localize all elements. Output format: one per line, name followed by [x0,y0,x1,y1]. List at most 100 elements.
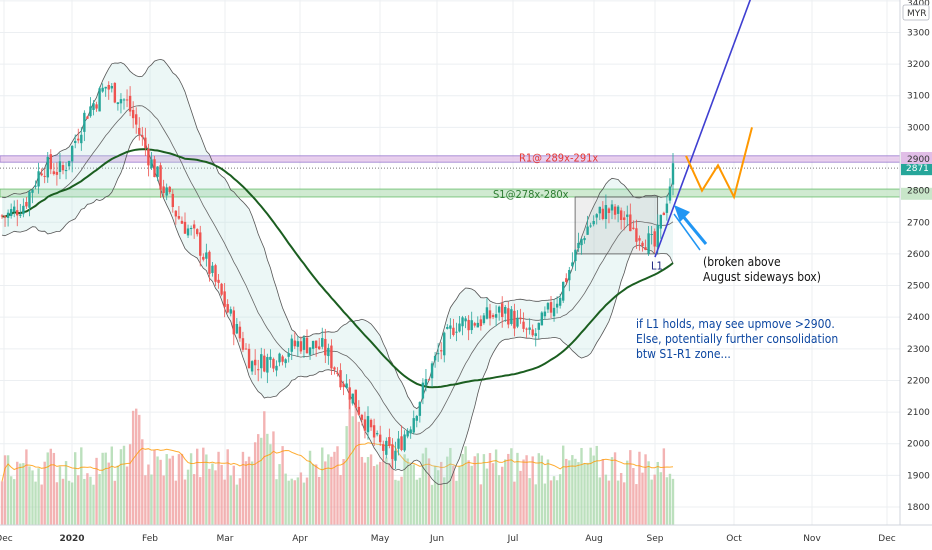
candle-body [418,402,422,416]
price-tick-label: 3000 [907,123,930,133]
trendline-l1 [654,0,752,258]
candle-body [470,320,473,331]
candle-body [446,326,449,329]
price-axis-bg [900,0,932,525]
volume-bar [650,479,653,525]
volume-bar [318,476,321,525]
volume-bar [644,454,647,525]
volume-bar [305,477,309,525]
time-tick-label: Jun [429,534,444,544]
volume-bar [302,482,306,525]
candle-body [510,309,513,324]
candle-body [391,444,394,460]
volume-bar [336,446,339,525]
candle-body [186,228,190,236]
candle-body [6,212,10,218]
candle-body [558,297,562,306]
volume-bar [232,465,235,525]
volume-bar [6,455,10,525]
volume-bar [244,461,248,525]
candle-body [650,233,653,235]
candle-body [156,166,159,177]
currency-label: MYR [907,9,927,19]
candle-body [555,303,559,308]
volume-bar [403,454,406,525]
volume-bar [89,476,92,525]
candle-body [516,317,519,327]
volume-bar [623,482,626,525]
candle-body [217,279,220,283]
volume-bar [510,448,513,525]
candle-body [467,319,470,331]
candle-body [595,214,598,218]
volume-bar [250,461,254,525]
volume-bar [16,461,19,525]
candle-body [107,84,110,90]
candle-body [202,256,205,260]
volume-bar [107,462,110,525]
candle-body [613,206,617,215]
candle-body [153,159,156,178]
volume-bar [369,454,373,525]
volume-bar [220,464,223,525]
time-axis[interactable]: Dec 2020 Feb Mar Apr May Jun Jul Aug Sep Oct Nov Dec [0,524,932,550]
price-tick-label: 2600 [907,250,930,260]
candle-body [440,350,443,352]
volume-bar [446,456,449,525]
candle-body [412,418,415,433]
candle-body [626,214,629,217]
volume-bar [522,459,525,525]
candle-body [119,99,123,104]
candle-body [568,269,571,281]
volume-bar [449,447,452,525]
volume-bar [150,474,153,525]
candle-body [40,173,43,176]
volume-bar [13,479,16,525]
candle-body [494,314,498,318]
arrow-broken-shaft [680,214,708,245]
candle-body [223,291,226,307]
volume-bar [311,463,315,525]
candle-body [345,383,348,388]
volume-bar [183,479,187,525]
candle-body [220,283,223,295]
candle-body [269,356,272,360]
label-l1: L1 [651,260,663,273]
candle-body [208,251,211,274]
volume-bar [214,470,217,525]
candle-body [443,332,446,356]
price-axis[interactable]: 1800 1900 2000 2100 2200 2300 2400 2500 2600 2700… [899,0,932,525]
candle-body [299,341,303,352]
candle-body [473,323,476,326]
price-tick-label: 1900 [907,471,930,481]
volume-bar [9,476,13,525]
volume-bar [662,448,666,525]
candle-body [616,206,620,214]
volume-bar [552,476,556,525]
volume-bar [257,434,260,525]
candle-body [671,163,675,185]
candle-body [543,311,547,317]
volume-bar [632,468,635,525]
volume-ma-line [1,442,674,482]
price-tick-label: 3100 [907,92,930,102]
candle-body [318,346,321,350]
candle-body [589,225,592,227]
volume-bar [174,480,178,525]
candle-body [388,437,391,446]
last-price-tag [901,161,932,176]
candle-body [491,315,495,318]
candle-body [647,233,650,254]
candle-body [214,265,217,282]
volume-bar [494,449,498,525]
volume-bars [0,395,675,525]
volume-bar [0,481,4,525]
arrow-broken-shadow [673,213,701,251]
candle-body [238,326,242,339]
volume-bar [342,459,345,525]
volume-moving-average [1,442,674,482]
candle-body [296,341,300,347]
annotation-broken-line: August sideways box) [703,270,821,284]
candle-body [366,416,370,433]
